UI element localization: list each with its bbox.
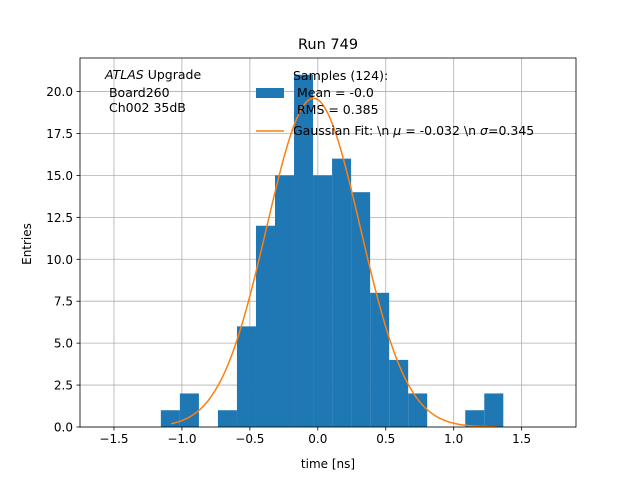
x-tick-label: 1.0 [444, 432, 463, 446]
legend-fit-prefix: Gaussian Fit: \n [293, 123, 393, 138]
y-tick-label: 2.5 [54, 379, 73, 393]
histogram-bar [484, 393, 504, 427]
histogram-bar [465, 410, 485, 427]
upgrade-label: Upgrade [144, 67, 202, 82]
x-tick-label: −1.5 [99, 432, 128, 446]
histogram-bar [408, 393, 428, 427]
channel-label: Ch002 35dB [105, 100, 186, 115]
svg-text:ATLAS Upgrade: ATLAS Upgrade [104, 67, 201, 82]
histogram-bar [389, 359, 409, 427]
x-tick-label: 0.0 [308, 432, 327, 446]
plot-frame [79, 57, 577, 428]
y-tick-label: 10.0 [46, 253, 73, 267]
x-tick-label: −0.5 [235, 432, 264, 446]
histogram-bar [217, 410, 237, 427]
legend-histogram-swatch [256, 88, 284, 98]
y-tick-label: 0.0 [54, 421, 73, 435]
gaussian-fit-line [170, 97, 498, 428]
histogram-bars [160, 74, 504, 428]
histogram-bar [294, 74, 314, 427]
x-tick-label: −1.0 [167, 432, 196, 446]
legend-fit-label: Gaussian Fit: \n μ = -0.032 \n σ=0.345 [293, 123, 534, 138]
legend-fit-sigma: σ [480, 123, 489, 138]
legend: Samples (124): Mean = -0.0 RMS = 0.385 G… [256, 68, 534, 138]
histogram-bar [275, 175, 295, 427]
y-tick-label: 20.0 [46, 85, 73, 99]
legend-samples-line1: Samples (124): [293, 68, 388, 83]
histogram-bar [332, 158, 352, 428]
x-tick-label: 1.5 [512, 432, 531, 446]
legend-fit-mu: μ [392, 123, 401, 138]
y-tick-label: 17.5 [46, 127, 73, 141]
y-tick-label: 15.0 [46, 169, 73, 183]
atlas-annotation: ATLAS Upgrade Board260 Ch002 35dB [104, 67, 201, 115]
legend-fit-mid: = -0.032 \n [401, 123, 480, 138]
atlas-label: ATLAS [104, 67, 144, 82]
y-tick-label: 12.5 [46, 211, 73, 225]
gaussian-fit-curve [170, 97, 498, 428]
legend-samples-line2: Mean = -0.0 [293, 85, 374, 100]
chart-title: Run 749 [298, 37, 358, 53]
y-tick-label: 7.5 [54, 295, 73, 309]
axes-frame [79, 57, 577, 428]
y-tick-label: 5.0 [54, 337, 73, 351]
histogram-bar [370, 292, 390, 427]
histogram-bar [179, 393, 199, 427]
x-tick-label: 0.5 [376, 432, 395, 446]
board-label: Board260 [105, 85, 170, 100]
histogram-bar [160, 410, 180, 427]
histogram-bar [313, 175, 333, 427]
x-axis-label: time [ns] [301, 457, 355, 471]
y-axis-label: Entries [20, 223, 34, 265]
axis-ticks: −1.5 −1.0 −0.5 0.0 0.5 1.0 1.5 0.0 2.5 5.0 7.5 10.0… [46, 85, 531, 446]
histogram-bar [236, 326, 256, 427]
legend-samples-line3: RMS = 0.385 [293, 102, 379, 117]
legend-fit-suffix: =0.345 [488, 123, 534, 138]
histogram-bar [255, 225, 276, 427]
